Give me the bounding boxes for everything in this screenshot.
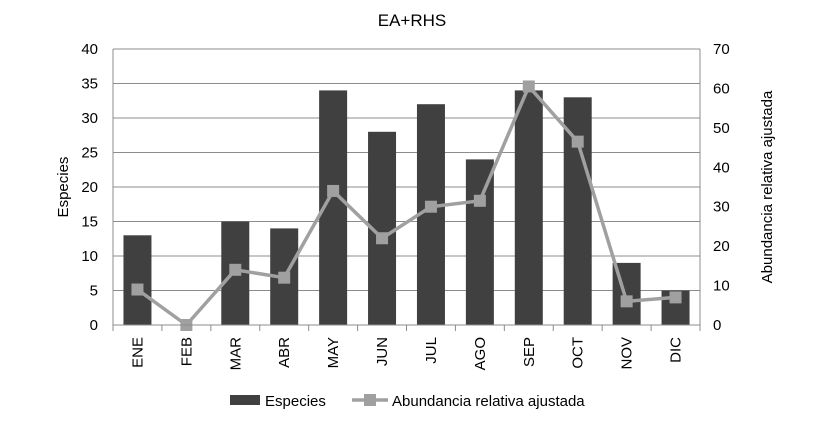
x-tick-label: AGO bbox=[472, 337, 489, 370]
right-tick-label: 70 bbox=[713, 41, 730, 58]
line-marker bbox=[278, 271, 291, 284]
right-axis-ticks: 0 10 20 30 40 50 60 70 bbox=[713, 41, 730, 334]
right-tick-label: 30 bbox=[713, 199, 730, 216]
line-series bbox=[131, 80, 682, 331]
x-tick-label: OCT bbox=[570, 337, 587, 369]
bar-series bbox=[123, 90, 690, 326]
axes bbox=[112, 49, 701, 331]
left-tick-label: 0 bbox=[90, 317, 98, 334]
right-tick-label: 50 bbox=[713, 120, 730, 137]
line-marker bbox=[620, 295, 633, 308]
left-axis-ticks: 0 5 10 15 20 25 30 35 40 bbox=[81, 41, 98, 334]
left-tick-label: 40 bbox=[81, 41, 98, 58]
x-tick-label: MAY bbox=[325, 337, 342, 368]
x-tick-label: FEB bbox=[178, 337, 195, 366]
line-marker bbox=[571, 135, 584, 148]
x-tick-label: SEP bbox=[521, 337, 538, 367]
x-tick-label: JUL bbox=[423, 337, 440, 364]
series-line bbox=[136, 84, 676, 327]
bar bbox=[514, 90, 543, 326]
right-tick-label: 10 bbox=[713, 278, 730, 295]
line-marker bbox=[229, 263, 242, 276]
x-tick-label: DIC bbox=[668, 337, 685, 363]
chart-title: EA+RHS bbox=[378, 11, 447, 30]
right-axis-title: Abundancia relativa ajustada bbox=[759, 90, 776, 283]
legend-swatch-bar bbox=[230, 395, 260, 405]
line-marker bbox=[131, 283, 144, 296]
line-marker bbox=[424, 200, 437, 213]
left-tick-label: 30 bbox=[81, 110, 98, 127]
right-tick-label: 20 bbox=[713, 238, 730, 255]
legend-label-line: Abundancia relativa ajustada bbox=[392, 393, 585, 410]
line-marker bbox=[473, 194, 486, 207]
x-tick-label: JUN bbox=[374, 337, 391, 366]
line-marker bbox=[522, 80, 535, 93]
legend-label-bar: Especies bbox=[265, 393, 326, 410]
left-tick-label: 20 bbox=[81, 179, 98, 196]
left-tick-label: 15 bbox=[81, 214, 98, 231]
legend-swatch-marker bbox=[364, 394, 376, 406]
right-tick-label: 60 bbox=[713, 80, 730, 97]
line-marker bbox=[669, 291, 682, 304]
bar bbox=[123, 235, 152, 325]
x-tick-label: MAR bbox=[227, 337, 244, 371]
left-tick-label: 10 bbox=[81, 248, 98, 265]
right-tick-label: 40 bbox=[713, 159, 730, 176]
left-tick-label: 25 bbox=[81, 145, 98, 162]
x-tick-label: ABR bbox=[276, 337, 293, 368]
line-marker bbox=[376, 232, 389, 245]
x-tick-label: NOV bbox=[619, 337, 636, 370]
left-axis-title: Especies bbox=[55, 157, 72, 218]
line-marker bbox=[327, 184, 340, 197]
right-tick-label: 0 bbox=[713, 317, 721, 334]
bar bbox=[465, 159, 494, 325]
x-axis-ticks: ENE FEB MAR ABR MAY JUN JUL AGO SEP OCT NOV DIC bbox=[129, 337, 684, 371]
legend: Especies Abundancia relativa ajustada bbox=[230, 393, 585, 410]
left-tick-label: 35 bbox=[81, 76, 98, 93]
left-tick-label: 5 bbox=[90, 283, 98, 300]
x-tick-label: ENE bbox=[129, 337, 146, 368]
bar bbox=[563, 97, 592, 325]
